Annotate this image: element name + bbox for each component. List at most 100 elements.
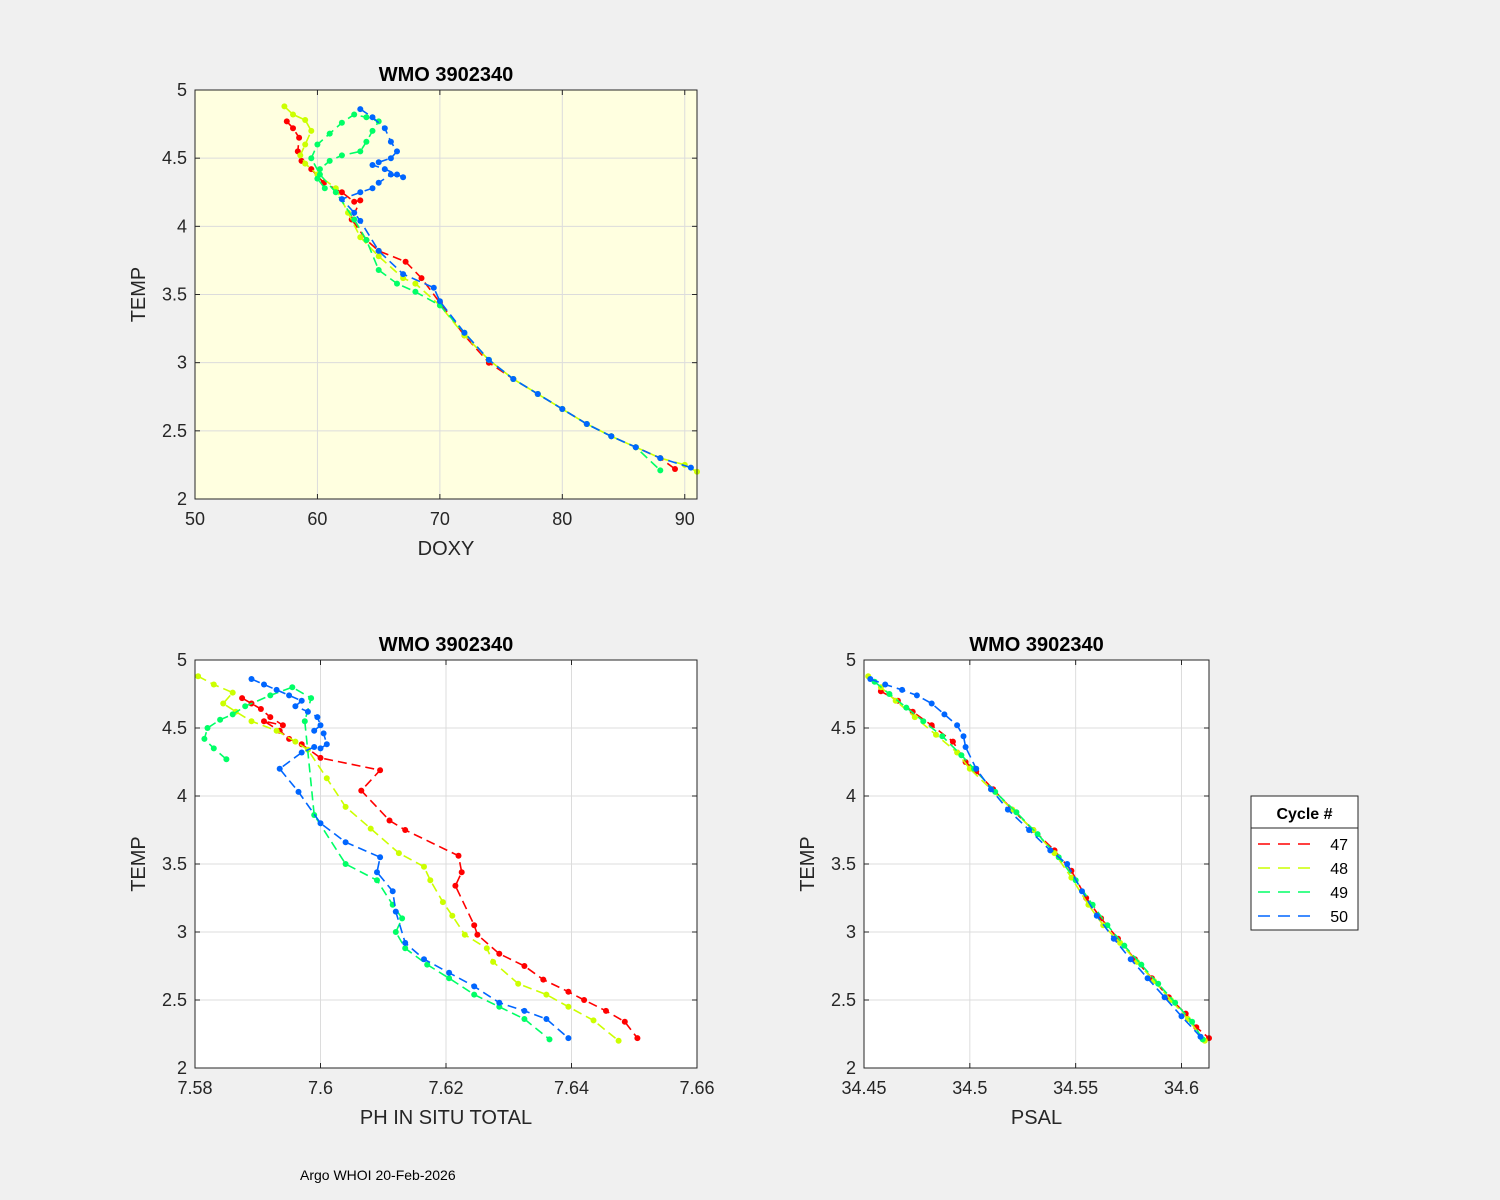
x-tick-label: 90	[675, 509, 695, 529]
data-point-50	[369, 114, 376, 121]
series-line-47	[880, 690, 1210, 1039]
y-tick-label: 3.5	[831, 854, 856, 874]
psal-vs-temp-chart: 34.45 34.5 34.55 34.6 2 2.5 3 3.5 4 4.5 5 WMO 39023…	[797, 634, 1212, 1129]
data-point-49	[363, 237, 370, 243]
y-tick-label: 5	[177, 80, 187, 100]
chart-title: WMO 3902340	[379, 64, 514, 86]
data-point-50	[314, 714, 321, 721]
data-point-50	[369, 185, 376, 192]
data-point-50	[496, 999, 503, 1006]
y-tick-label: 4.5	[162, 718, 187, 738]
data-point-50	[304, 708, 311, 715]
data-point-49	[201, 735, 208, 742]
data-point-50	[400, 271, 407, 278]
y-tick-label: 5	[846, 650, 856, 670]
data-point-50	[375, 247, 382, 254]
y-tick-label: 3.5	[162, 854, 187, 874]
data-point-49	[1172, 999, 1179, 1006]
data-point-47	[452, 882, 459, 889]
series-49	[201, 684, 553, 1043]
legend-label-48: 48	[1330, 861, 1348, 878]
data-point-49	[229, 711, 236, 718]
data-point-48	[281, 103, 288, 110]
data-point-50	[394, 148, 400, 155]
data-point-48	[911, 714, 918, 721]
data-point-47	[949, 738, 956, 745]
data-point-50	[928, 700, 935, 707]
y-tick-label: 2	[177, 1058, 187, 1078]
data-point-49	[1155, 980, 1162, 987]
data-point-50	[471, 983, 478, 990]
data-point-49	[217, 716, 224, 723]
data-point-50	[657, 455, 664, 462]
data-point-49	[412, 288, 419, 295]
data-point-48	[357, 234, 364, 241]
data-point-49	[326, 130, 333, 137]
data-point-50	[286, 692, 293, 699]
data-point-50	[394, 171, 400, 178]
data-point-49	[351, 216, 358, 223]
y-tick-label: 2.5	[831, 990, 856, 1010]
data-point-48	[302, 160, 309, 167]
data-point-50	[248, 676, 255, 682]
data-point-50	[273, 686, 280, 693]
data-point-48	[297, 152, 304, 159]
data-point-50	[941, 711, 948, 718]
data-point-50	[962, 744, 969, 750]
data-point-49	[546, 1036, 553, 1043]
data-point-47	[317, 754, 324, 761]
data-point-47	[496, 950, 503, 957]
doxy-vs-temp-chart: 50 60 70 80 90 2 2.5 3 3.5 4 4.5 5 WMO 3902340 DOXY TE…	[128, 64, 700, 560]
data-point-48	[615, 1037, 622, 1044]
data-point-50	[1026, 827, 1033, 833]
data-point-50	[954, 722, 961, 729]
data-point-47	[296, 134, 303, 141]
data-point-50	[565, 1035, 572, 1042]
data-point-48	[210, 681, 217, 688]
data-point-48	[195, 673, 202, 680]
data-point-50	[867, 676, 874, 682]
data-point-47	[267, 714, 274, 721]
x-tick-label: 7.62	[428, 1078, 463, 1098]
data-point-49	[958, 752, 965, 759]
series-50	[338, 106, 694, 471]
data-point-48	[515, 980, 522, 987]
data-point-49	[332, 189, 339, 196]
data-point-50	[521, 1007, 528, 1014]
data-point-49	[326, 157, 333, 164]
y-tick-label: 2	[846, 1058, 856, 1078]
series-line-49	[203, 686, 551, 1041]
y-tick-label: 3.5	[162, 285, 187, 305]
data-point-50	[387, 171, 394, 178]
y-axis-label: TEMP	[797, 836, 819, 892]
data-point-49	[363, 114, 370, 121]
series-50	[867, 676, 1204, 1040]
y-tick-label: 3	[177, 922, 187, 942]
data-point-50	[1047, 847, 1054, 854]
y-axis-label: TEMP	[128, 836, 150, 892]
data-point-50	[298, 697, 305, 704]
data-point-49	[394, 280, 400, 287]
data-point-49	[1189, 1018, 1196, 1025]
data-point-50	[387, 155, 394, 162]
data-point-50	[1161, 994, 1168, 1001]
data-point-47	[286, 735, 293, 742]
data-point-47	[877, 688, 884, 695]
data-point-50	[357, 106, 364, 113]
data-point-49	[363, 138, 370, 145]
data-point-48	[590, 1017, 597, 1024]
data-point-50	[583, 421, 590, 427]
y-axis-label: TEMP	[128, 267, 150, 323]
data-point-50	[1197, 1033, 1204, 1040]
data-point-50	[1110, 935, 1117, 942]
data-point-48	[565, 1003, 572, 1010]
data-point-50	[534, 391, 541, 397]
data-point-49	[920, 718, 927, 725]
data-point-50	[402, 939, 409, 946]
data-point-49	[338, 119, 345, 126]
data-point-50	[510, 376, 517, 382]
data-point-50	[485, 356, 492, 363]
data-point-47	[474, 931, 481, 938]
data-point-50	[323, 741, 330, 748]
